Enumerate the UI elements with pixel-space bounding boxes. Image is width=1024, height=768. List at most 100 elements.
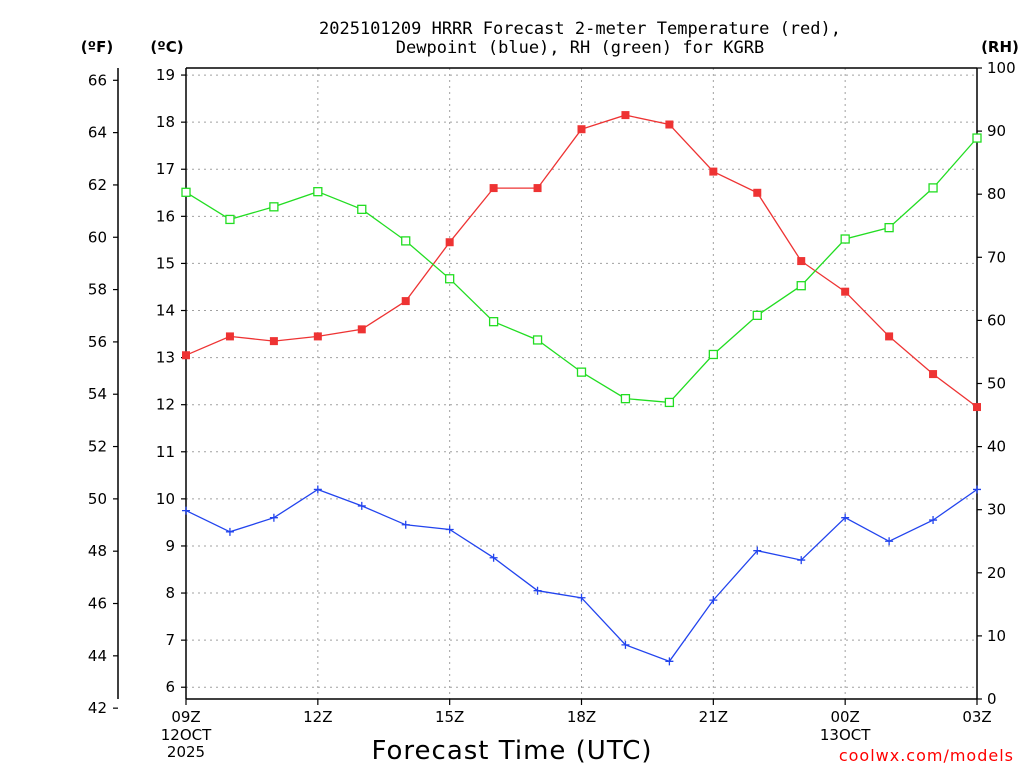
- fahrenheit-tick-label: 62: [88, 176, 107, 194]
- celsius-tick-label: 7: [165, 631, 175, 649]
- rh-point: [488, 317, 499, 327]
- dewpoint-point: [357, 501, 366, 510]
- celsius-tick-label: 13: [156, 349, 175, 367]
- x-date-label: 13OCT: [820, 726, 871, 744]
- celsius-tick-label: 17: [156, 160, 175, 178]
- celsius-tick-label: 18: [156, 113, 175, 131]
- celsius-tick-label: 19: [156, 66, 175, 84]
- fahrenheit-tick-label: 48: [88, 542, 107, 560]
- rh-tick-label: 60: [987, 311, 1006, 329]
- dewpoint-point: [665, 657, 674, 666]
- x-tick-label: 09Z: [171, 708, 200, 726]
- temperature-point: [621, 111, 630, 120]
- rh-tick-label: 90: [987, 122, 1006, 140]
- temperature-point: [182, 351, 190, 360]
- x-tick-label: 03Z: [962, 708, 991, 726]
- rh-point: [620, 393, 631, 404]
- rh-point: [708, 349, 718, 360]
- rh-point: [796, 281, 806, 291]
- dewpoint-point: [621, 640, 630, 649]
- rh-tick-label: 50: [987, 375, 1006, 393]
- rh-point: [972, 133, 982, 143]
- dewpoint-point: [445, 525, 454, 534]
- rh-tick-label: 70: [987, 248, 1006, 266]
- data-series: [181, 111, 982, 666]
- temperature-point: [313, 332, 322, 341]
- rh-point: [313, 187, 323, 197]
- celsius-tick-label: 15: [156, 254, 175, 272]
- temperature-point: [225, 332, 234, 341]
- rh-tick-label: 20: [987, 564, 1006, 582]
- temperature-point: [357, 325, 366, 334]
- rh-point: [401, 236, 411, 246]
- x-tick-label: 15Z: [435, 708, 464, 726]
- celsius-unit-label: (ºC): [150, 38, 183, 56]
- x-date-label: 12OCT: [161, 726, 212, 744]
- temperature-point: [929, 370, 938, 379]
- fahrenheit-tick-label: 50: [88, 490, 107, 508]
- dewpoint-point: [709, 596, 718, 605]
- celsius-tick-label: 14: [156, 302, 175, 320]
- x-tick-label: 00Z: [830, 708, 859, 726]
- dewpoint-point: [753, 546, 762, 555]
- temperature-point: [665, 120, 674, 129]
- dewpoint-point: [313, 485, 322, 494]
- rh-point: [884, 222, 894, 233]
- dewpoint-point: [489, 553, 498, 562]
- x-tick-label: 21Z: [699, 708, 728, 726]
- rh-tick-label: 100: [987, 59, 1016, 77]
- temperature-point: [973, 403, 981, 412]
- fahrenheit-tick-label: 66: [88, 71, 107, 89]
- fahrenheit-tick-label: 42: [88, 699, 107, 717]
- fahrenheit-tick-label: 46: [88, 595, 107, 613]
- temperature-point: [445, 238, 454, 247]
- temperature-point: [709, 167, 718, 176]
- celsius-tick-label: 12: [156, 396, 175, 414]
- x-tick-label: 18Z: [567, 708, 596, 726]
- source-credit: coolwx.com/models: [839, 746, 1014, 765]
- rh-point: [752, 310, 762, 321]
- dewpoint-point: [929, 516, 938, 525]
- dewpoint-line: [185, 488, 978, 663]
- fahrenheit-tick-label: 56: [88, 333, 107, 351]
- temperature-point: [489, 184, 498, 193]
- dewpoint-point: [533, 586, 542, 595]
- celsius-tick-label: 8: [165, 584, 175, 602]
- temperature-point: [797, 257, 806, 266]
- temperature-point: [401, 297, 410, 306]
- fahrenheit-tick-label: 52: [88, 438, 107, 456]
- dewpoint-point: [841, 513, 850, 522]
- dewpoint-point: [269, 513, 278, 522]
- fahrenheit-tick-label: 64: [88, 124, 107, 142]
- axes: 4244464850525456586062646667891011121314…: [88, 59, 1016, 761]
- celsius-tick-label: 10: [156, 490, 175, 508]
- celsius-tick-label: 9: [165, 537, 175, 555]
- rh-point: [928, 183, 938, 193]
- x-axis-title: Forecast Time (UTC): [371, 736, 652, 766]
- grid-lines: [186, 68, 977, 699]
- rh-point: [225, 214, 235, 225]
- rh-unit-label: (RH): [981, 38, 1019, 56]
- celsius-tick-label: 11: [156, 443, 175, 461]
- rh-point: [445, 274, 455, 284]
- temperature-point: [841, 287, 850, 296]
- temperature-point: [577, 125, 586, 134]
- dewpoint-point: [973, 485, 981, 494]
- dewpoint-point: [885, 537, 894, 546]
- temperature-point: [753, 188, 762, 197]
- celsius-tick-label: 6: [165, 678, 175, 696]
- chart-title-line2: Dewpoint (blue), RH (green) for KGRB: [396, 38, 764, 58]
- rh-point: [840, 234, 850, 244]
- rh-point: [664, 397, 675, 408]
- rh-tick-label: 10: [987, 627, 1006, 645]
- celsius-tick-label: 16: [156, 207, 175, 225]
- rh-point: [576, 367, 587, 377]
- x-year-label: 2025: [167, 743, 205, 761]
- rh-tick-label: 80: [987, 185, 1006, 203]
- dewpoint-point: [182, 506, 190, 515]
- rh-tick-label: 40: [987, 438, 1006, 456]
- chart-title-line1: 2025101209 HRRR Forecast 2-meter Tempera…: [319, 19, 841, 39]
- dewpoint-point: [797, 556, 806, 565]
- dewpoint-point: [401, 520, 410, 529]
